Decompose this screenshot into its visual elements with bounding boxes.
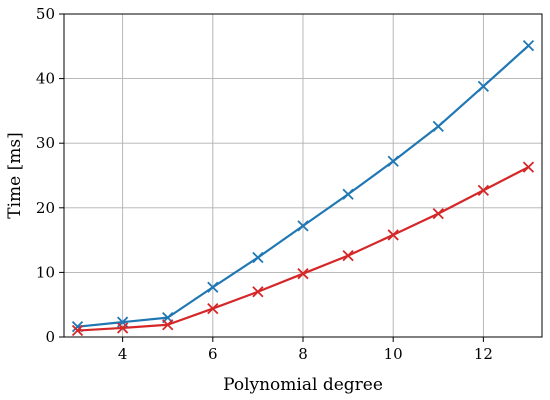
data-point-series-2 — [116, 322, 129, 334]
grid-lines — [64, 13, 542, 338]
x-tick-label: 6 — [208, 345, 218, 363]
data-point-series-2 — [432, 207, 444, 220]
data-point-series-1 — [432, 120, 444, 133]
data-point-series-1 — [207, 281, 219, 293]
data-point-series-2 — [207, 302, 219, 315]
data-point-series-1 — [252, 251, 264, 264]
y-tick-label: 0 — [45, 328, 55, 346]
y-tick-label: 20 — [36, 199, 55, 217]
data-point-series-2 — [387, 229, 399, 241]
y-tick-label: 30 — [36, 134, 55, 152]
axis-ticks: 4 6 8 10 12 0 10 20 30 40 50 — [36, 5, 493, 363]
y-tick-label: 40 — [36, 70, 55, 88]
series-layer — [71, 40, 535, 337]
data-point-series-2 — [71, 324, 84, 337]
data-point-series-1 — [522, 40, 535, 52]
x-tick-label: 12 — [474, 345, 493, 363]
y-tick-label: 10 — [36, 263, 55, 281]
data-point-series-1 — [342, 188, 354, 200]
data-point-series-1 — [477, 80, 490, 92]
data-point-series-2 — [252, 286, 264, 298]
y-tick-label: 50 — [36, 5, 55, 23]
data-point-series-2 — [297, 268, 309, 280]
x-tick-label: 10 — [384, 345, 403, 363]
data-point-series-2 — [477, 184, 490, 196]
x-axis-label: Polynomial degree — [223, 375, 383, 395]
y-axis-label: Time [ms] — [5, 132, 25, 218]
data-point-series-2 — [342, 249, 354, 262]
data-point-series-2 — [162, 319, 174, 331]
data-point-series-1 — [297, 220, 309, 232]
x-tick-label: 8 — [298, 345, 308, 363]
x-tick-label: 4 — [118, 345, 128, 363]
data-point-series-2 — [522, 161, 535, 173]
data-point-series-1 — [387, 155, 399, 167]
